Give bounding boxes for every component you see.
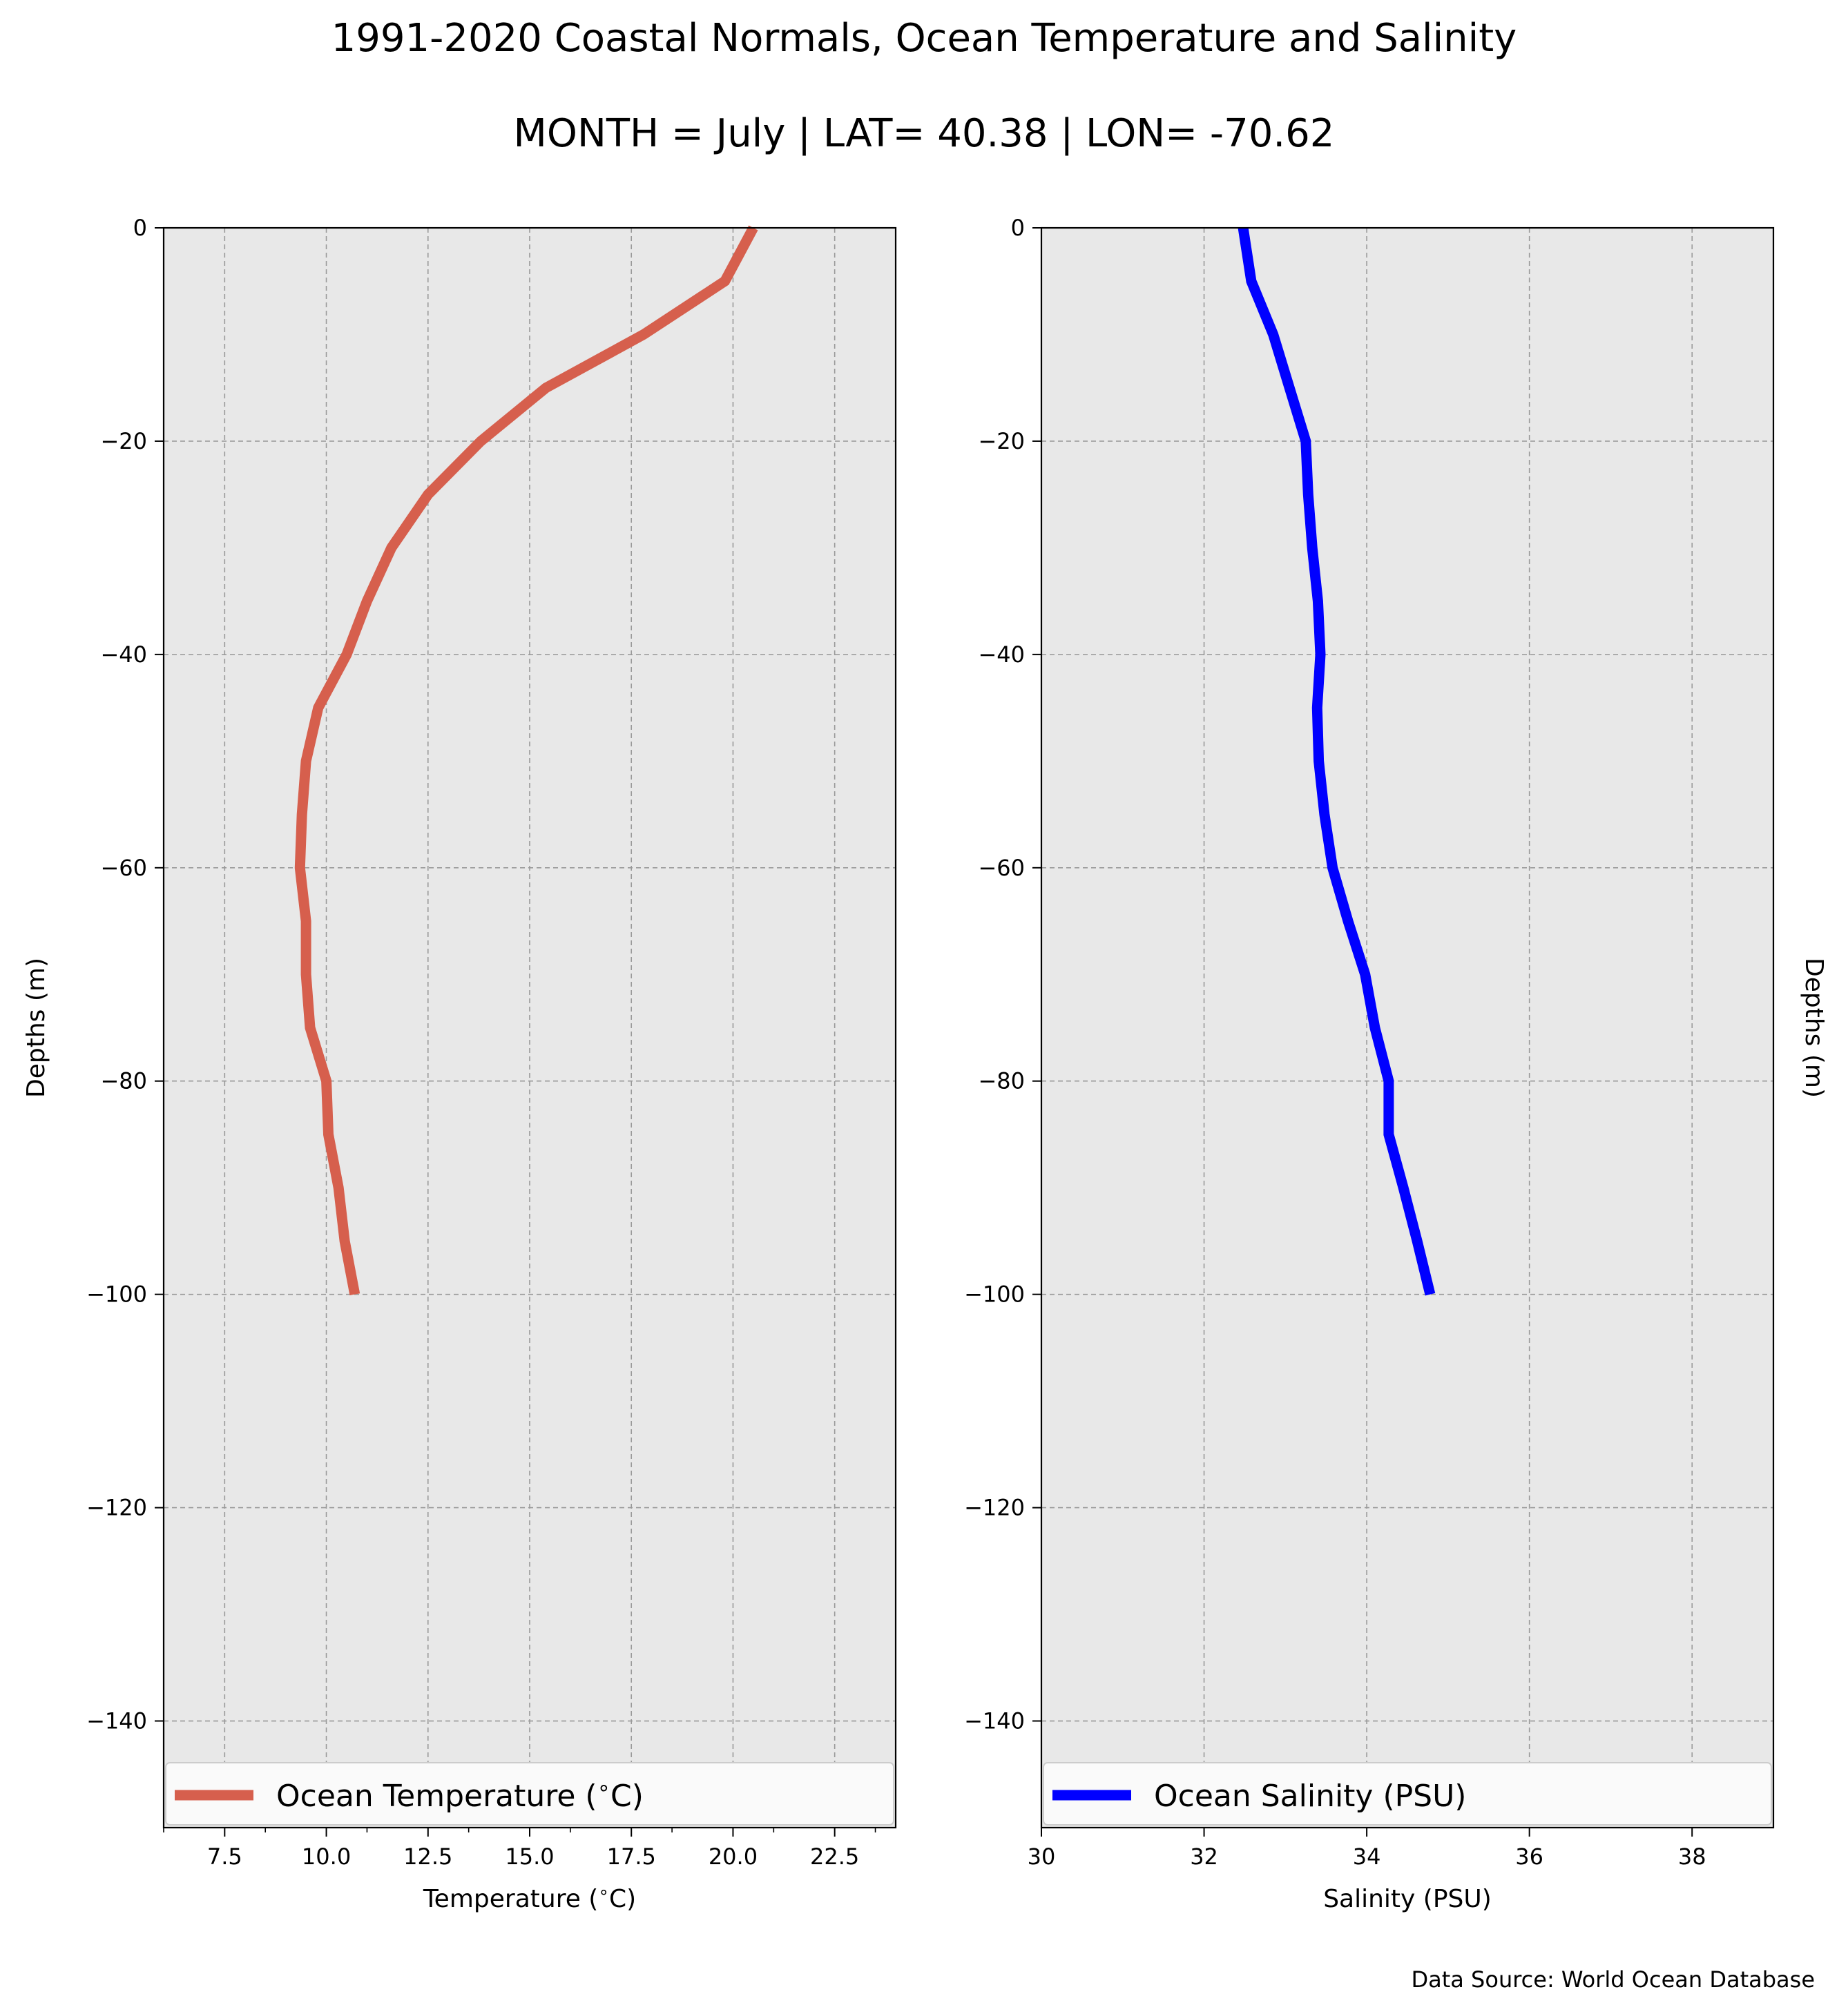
x-tick-label: 20.0: [709, 1844, 758, 1870]
chart-title: 1991-2020 Coastal Normals, Ocean Tempera…: [331, 16, 1517, 61]
axes-frame: [1040, 226, 1775, 1829]
data-source-note: Data Source: World Ocean Database: [1411, 1966, 1815, 1993]
x-tick-label: 10.0: [302, 1844, 351, 1870]
y-tick-label: −60: [100, 855, 147, 881]
x-tick-label: 12.5: [403, 1844, 452, 1870]
y-tick-label: −140: [964, 1708, 1025, 1734]
x-tick-label: 38: [1678, 1844, 1706, 1870]
x-tick-label: 15.0: [505, 1844, 554, 1870]
y-tick-label: 0: [1011, 215, 1025, 241]
y-tick-label: −40: [100, 641, 147, 668]
x-axis-label: Salinity (PSU): [1323, 1885, 1492, 1913]
temperature-panel: Ocean Temperature (∘C) 7.5 10.0 12.5 15.0 17.…: [22, 215, 897, 1913]
series-line: [1238, 226, 1436, 1296]
y-tick-label: −80: [100, 1068, 147, 1094]
y-tick-label: −120: [86, 1495, 147, 1521]
x-tick-label: 7.5: [207, 1844, 242, 1870]
y-tick-label: −100: [86, 1281, 147, 1308]
y-tick-label: −60: [978, 855, 1025, 881]
x-axis-label: Temperature (∘C): [423, 1881, 636, 1913]
y-axis-label: Depths (m): [22, 958, 50, 1098]
plot-area: [1041, 228, 1773, 1828]
y-tick-label: −80: [978, 1068, 1025, 1094]
x-tick-label: 32: [1190, 1844, 1218, 1870]
chart-subtitle: MONTH = July | LAT= 40.38 | LON= -70.62: [514, 111, 1335, 156]
legend-box: [1043, 1762, 1772, 1826]
y-axis-label: Depths (m): [1800, 958, 1828, 1098]
x-tick-label: 17.5: [607, 1844, 656, 1870]
y-tick-label: −20: [978, 428, 1025, 454]
y-tick-label: −100: [964, 1281, 1025, 1308]
y-tick-label: −120: [964, 1495, 1025, 1521]
series-line: [294, 225, 758, 1296]
y-tick-label: −140: [86, 1708, 147, 1734]
salinity-panel: Ocean Salinity (PSU) 30 32 34 36 38 0 −20 −40 −60…: [964, 215, 1828, 1913]
y-tick-label: 0: [133, 215, 147, 241]
x-tick-label: 34: [1353, 1844, 1381, 1870]
y-tick-label: −20: [100, 428, 147, 454]
legend-label: Ocean Temperature (∘C): [276, 1775, 644, 1814]
x-tick-label: 22.5: [810, 1844, 859, 1870]
y-tick-label: −40: [978, 641, 1025, 668]
legend-box: [165, 1762, 894, 1826]
legend-label: Ocean Salinity (PSU): [1154, 1779, 1466, 1814]
x-tick-label: 36: [1515, 1844, 1543, 1870]
x-tick-label: 30: [1028, 1844, 1056, 1870]
